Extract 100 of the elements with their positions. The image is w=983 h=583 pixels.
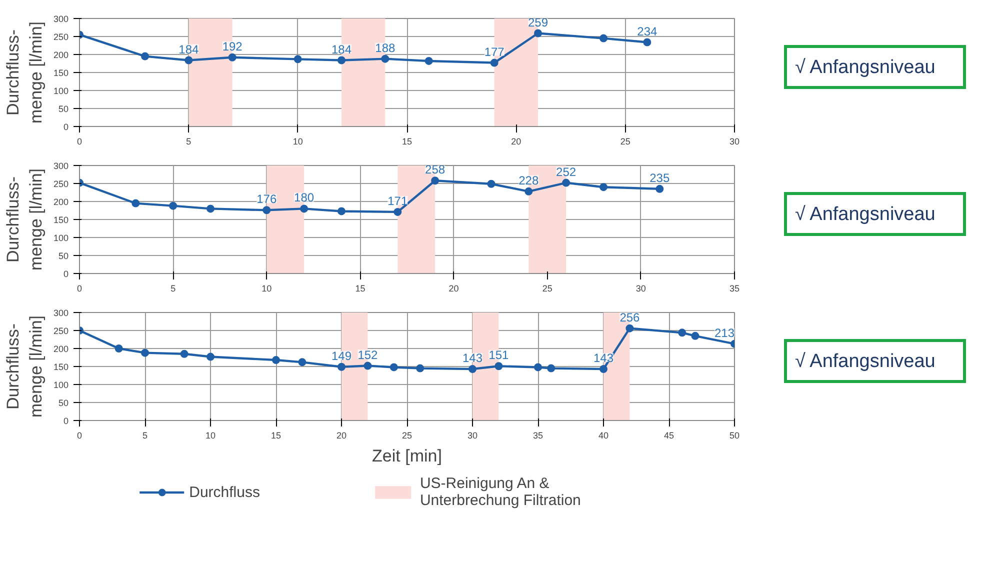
annotation: 234 [637, 24, 658, 38]
annotation: 235 [650, 170, 670, 185]
point [338, 56, 346, 64]
point [169, 202, 178, 210]
point [381, 54, 390, 63]
y-axis-title: Durchfluss- menge [l/min] [4, 168, 46, 271]
x-tick-label: 5 [170, 284, 176, 294]
point [600, 183, 608, 192]
point [534, 363, 542, 372]
point [132, 199, 140, 208]
annotation: 228 [518, 173, 539, 188]
point [468, 365, 476, 374]
annotation: 258 [425, 162, 446, 177]
y-tick-label: 0 [63, 269, 69, 279]
x-tick-label: 15 [270, 430, 282, 440]
point [691, 332, 700, 340]
y-tick-label: 200 [53, 50, 69, 60]
point [298, 358, 306, 366]
point [141, 52, 149, 60]
annotation: 184 [331, 42, 352, 56]
point [431, 176, 440, 185]
y-tick-label: 50 [58, 251, 69, 261]
y-tick-label: 100 [53, 380, 69, 390]
annotation: 143 [593, 351, 614, 366]
x-tick-label: 25 [542, 284, 552, 294]
x-tick-label: 10 [262, 284, 272, 294]
x-axis-title: Zeit [min] [372, 446, 442, 466]
x-tick-label: 0 [76, 136, 82, 146]
y-axis-title: Durchfluss- menge [l/min] [4, 21, 46, 124]
annotation: 213 [714, 326, 735, 340]
point [114, 344, 123, 352]
y-tick-label: 150 [53, 362, 69, 372]
point [494, 362, 503, 370]
point [547, 364, 556, 372]
text: √ Anfangsniveau [795, 56, 936, 80]
annotation: 171 [388, 194, 408, 208]
x-tick-label: 25 [620, 136, 630, 146]
y-tick-label: 250 [53, 32, 69, 42]
x-tick-label: 50 [729, 430, 740, 440]
x-tick-label: 40 [598, 430, 609, 440]
annotation: 177 [484, 44, 505, 59]
text: √ Anfangsniveau [795, 203, 936, 227]
y-tick-label: 150 [53, 215, 69, 225]
annotation: 192 [222, 39, 243, 54]
point [180, 350, 188, 358]
y-tick-label: 100 [53, 233, 69, 243]
y-tick-label: 0 [63, 416, 69, 426]
x-tick-label: 30 [467, 430, 478, 440]
point [600, 34, 608, 42]
x-tick-label: 0 [76, 430, 82, 440]
x-tick-label: 10 [205, 430, 216, 440]
point [656, 184, 664, 193]
annotation: 151 [488, 348, 510, 362]
y-tick-label: 200 [53, 197, 69, 207]
annotation: 188 [375, 40, 396, 55]
annotation: 180 [294, 190, 314, 205]
point [390, 363, 398, 372]
y-tick-label: 300 [53, 14, 69, 24]
point [206, 352, 214, 361]
y-tick-label: 0 [63, 122, 69, 132]
annotation: 143 [462, 351, 483, 366]
annotation: 176 [256, 192, 277, 206]
point [338, 207, 346, 216]
point [294, 55, 302, 64]
y-tick-label: 250 [53, 179, 69, 189]
point [490, 58, 498, 67]
point [424, 56, 433, 65]
point [364, 362, 372, 370]
annotation: 149 [331, 348, 352, 363]
legend-label: US-Reinigung An & Unterbrechung Filtration [420, 475, 581, 509]
x-tick-label: 5 [186, 136, 192, 146]
point [524, 187, 533, 196]
point [300, 204, 308, 213]
point [141, 348, 149, 357]
y-tick-label: 250 [53, 326, 69, 336]
x-tick-label: 35 [532, 430, 544, 440]
point [206, 204, 214, 213]
x-tick-label: 45 [664, 430, 674, 440]
legend-label: Durchfluss [189, 484, 260, 500]
x-tick-label: 20 [336, 430, 347, 440]
annotation: 152 [358, 348, 378, 362]
x-tick-label: 35 [729, 284, 740, 294]
y-tick-label: 50 [58, 104, 69, 114]
y-tick-label: 300 [53, 161, 69, 171]
text: √ Anfangsniveau [795, 350, 936, 374]
x-tick-label: 20 [448, 284, 459, 294]
point [643, 38, 652, 46]
annotation: 256 [620, 310, 640, 324]
point [626, 324, 634, 332]
y-tick-label: 50 [58, 398, 69, 408]
x-tick-label: 15 [402, 136, 412, 146]
x-tick-label: 30 [636, 284, 646, 294]
y-tick-label: 200 [53, 344, 69, 354]
point [184, 56, 193, 64]
point [600, 365, 608, 374]
point [562, 178, 570, 187]
x-tick-label: 5 [142, 430, 148, 440]
point [262, 206, 271, 214]
point [228, 53, 236, 62]
point [678, 328, 686, 337]
